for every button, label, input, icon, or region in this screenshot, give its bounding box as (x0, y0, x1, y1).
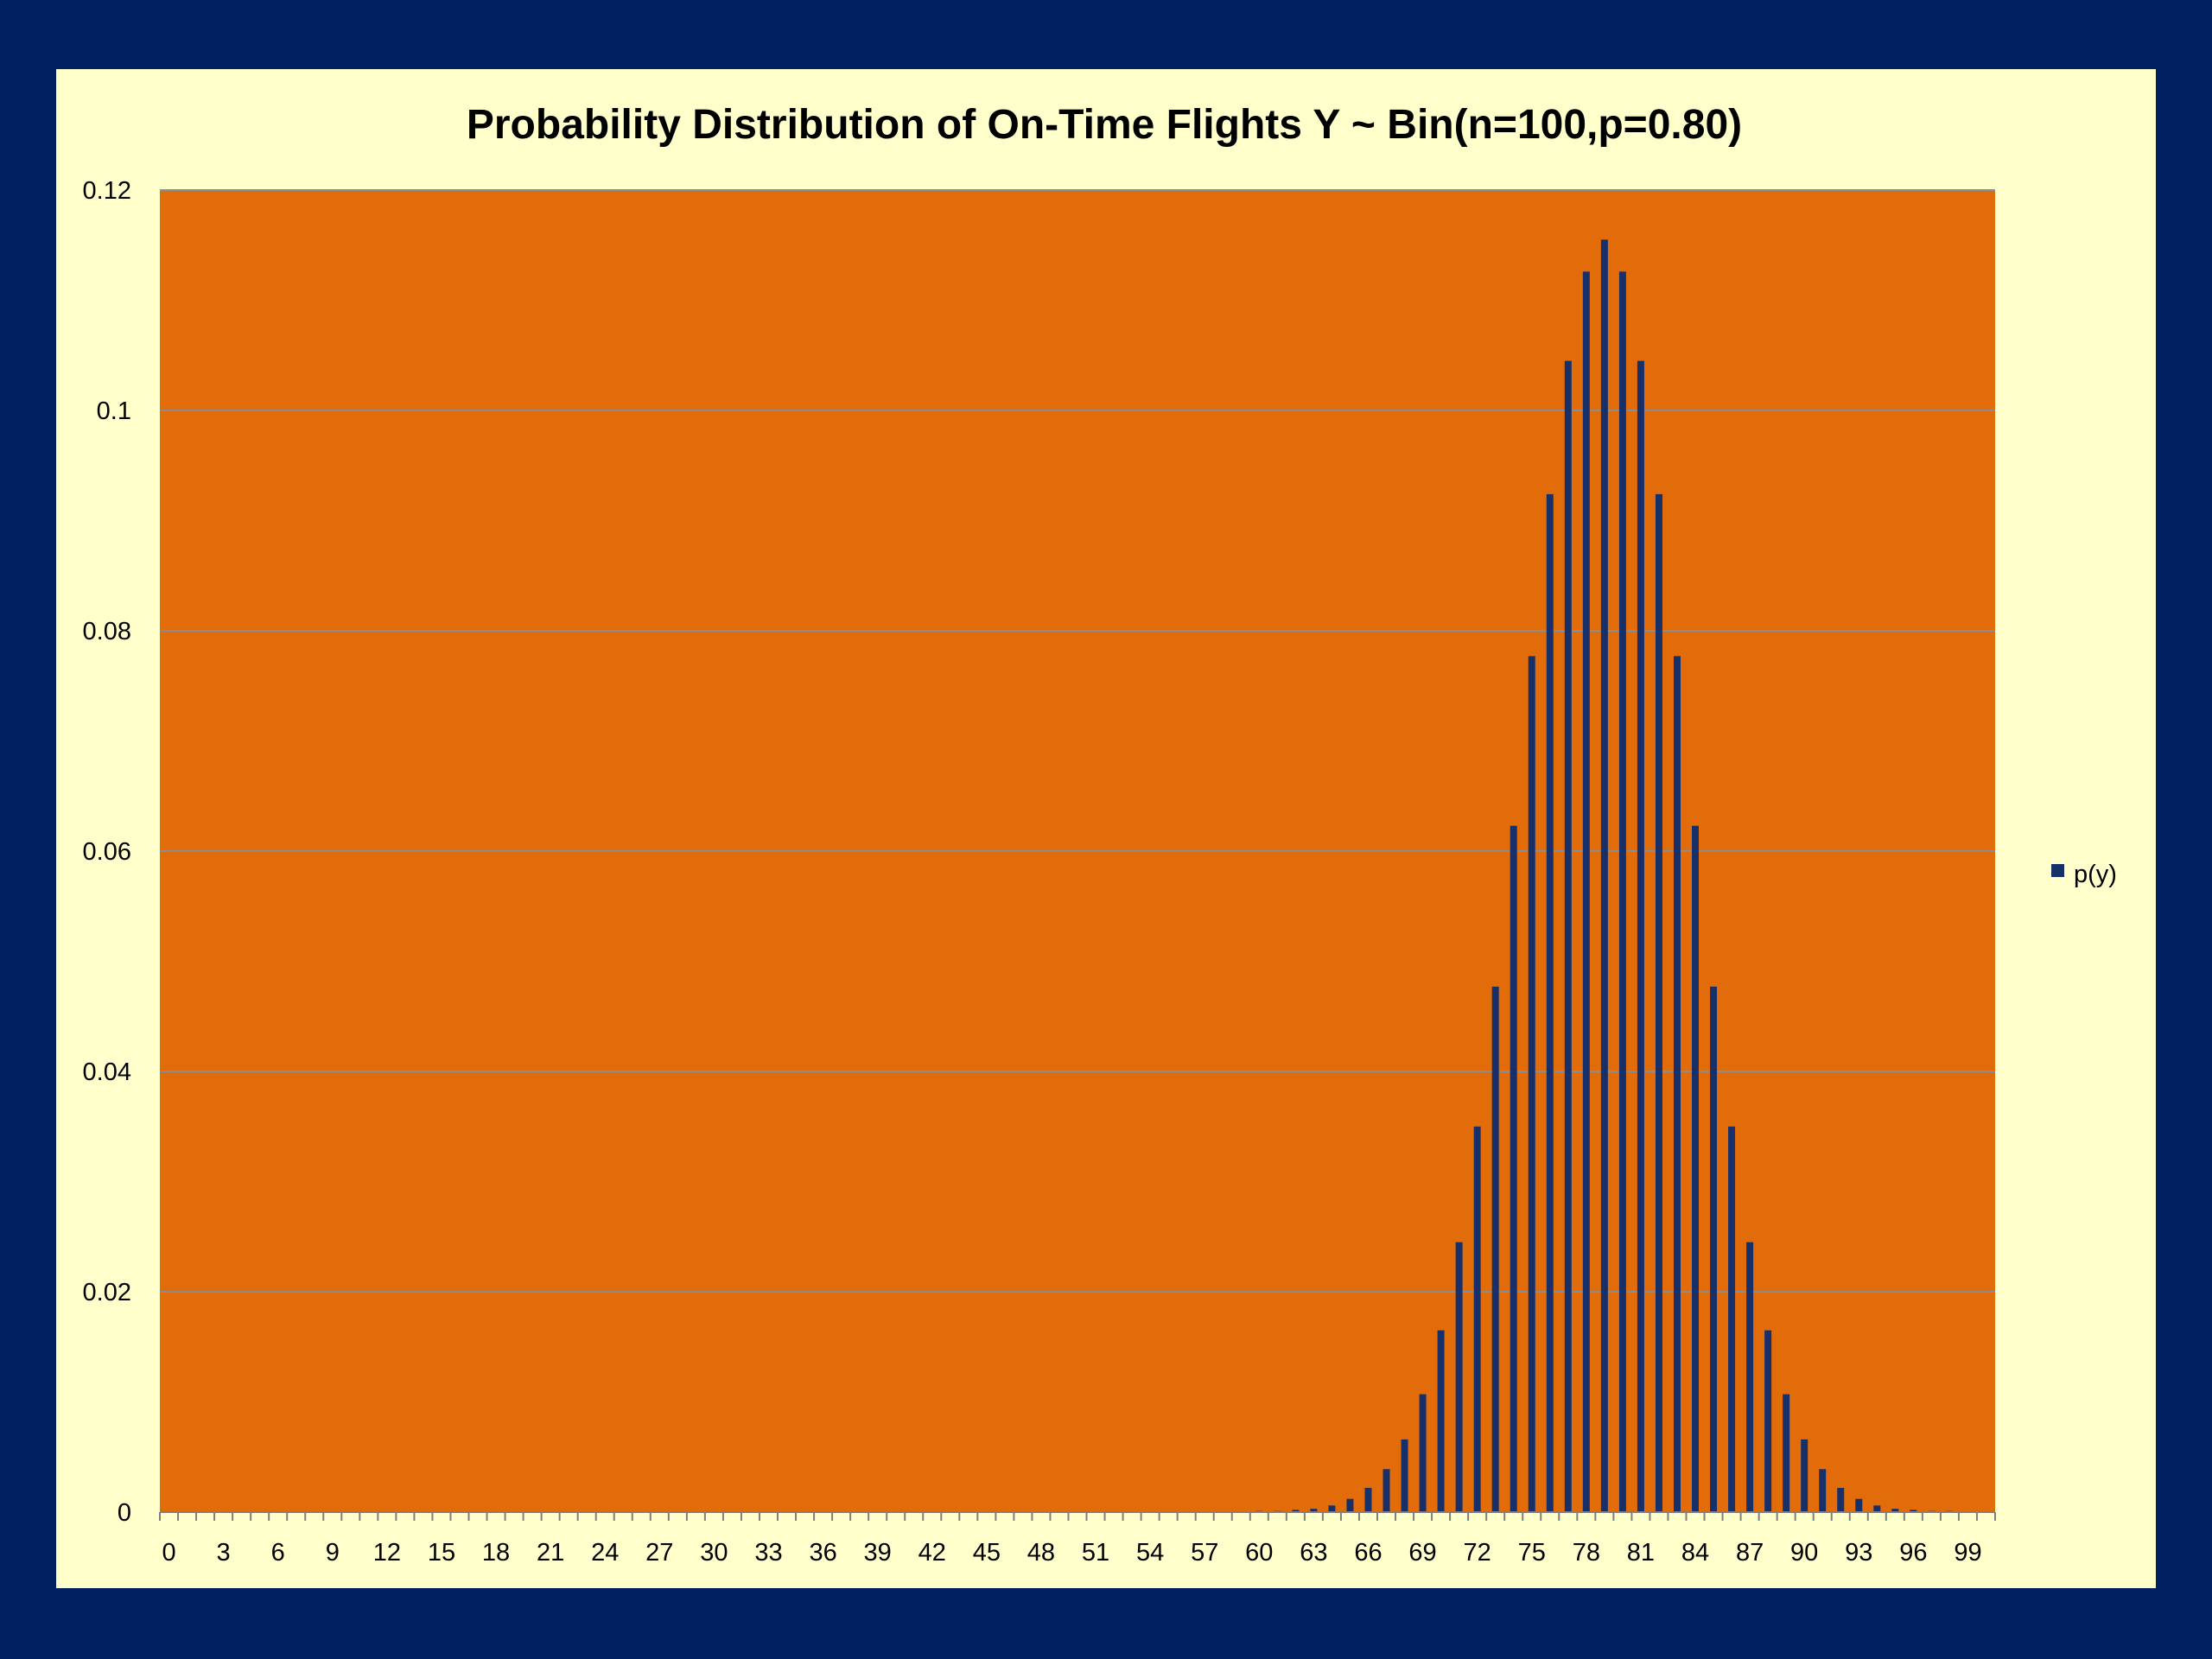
x-tick-label: 69 (1408, 1539, 1436, 1567)
bar (1564, 360, 1572, 1512)
y-tick-label: 0.08 (83, 618, 131, 645)
x-tick-label: 60 (1245, 1539, 1273, 1567)
x-tick-label: 0 (162, 1539, 175, 1567)
y-tick-label: 0.1 (97, 397, 131, 425)
x-tick-label: 66 (1354, 1539, 1382, 1567)
x-tick-label: 87 (1736, 1539, 1764, 1567)
bar (1819, 1469, 1827, 1512)
x-tick-label: 81 (1627, 1539, 1655, 1567)
x-tick-label: 48 (1027, 1539, 1055, 1567)
bar (1491, 986, 1499, 1512)
chart-title: Probability Distribution of On-Time Flig… (467, 102, 1742, 148)
bar (1328, 1505, 1336, 1512)
y-tick-label: 0.12 (83, 177, 131, 205)
bar (1855, 1498, 1863, 1512)
x-tick-label: 39 (864, 1539, 892, 1567)
x-tick-label: 33 (754, 1539, 782, 1567)
y-tick-label: 0 (118, 1499, 131, 1527)
x-tick-label: 21 (537, 1539, 564, 1567)
y-tick-label: 0.06 (83, 838, 131, 866)
bar (1600, 239, 1608, 1512)
bar (1310, 1509, 1318, 1512)
x-tick-label: 99 (1954, 1539, 1981, 1567)
y-tick-label: 0.04 (83, 1058, 131, 1086)
bar (1364, 1487, 1372, 1512)
x-tick-label: 57 (1191, 1539, 1218, 1567)
legend-swatch (2051, 864, 2064, 877)
x-tick-label: 96 (1899, 1539, 1927, 1567)
x-tick-label: 63 (1300, 1539, 1327, 1567)
bar (1655, 493, 1662, 1512)
bar (1728, 1126, 1736, 1512)
x-tick-label: 90 (1790, 1539, 1818, 1567)
bar (1528, 656, 1535, 1512)
bar (1801, 1439, 1808, 1512)
bars (1255, 239, 1954, 1513)
bar (1692, 825, 1700, 1512)
bar (1837, 1487, 1845, 1512)
bar (1873, 1505, 1881, 1512)
bar (1764, 1330, 1772, 1512)
x-tick-label: 6 (271, 1539, 285, 1567)
x-tick-label: 9 (326, 1539, 340, 1567)
bar (1710, 986, 1718, 1512)
bar (1582, 271, 1590, 1513)
x-tick-label: 72 (1464, 1539, 1491, 1567)
x-tick-label: 36 (809, 1539, 836, 1567)
bar (1473, 1126, 1481, 1512)
legend-label: p(y) (2074, 861, 2117, 888)
x-tick-label: 54 (1136, 1539, 1164, 1567)
bar (1510, 825, 1517, 1512)
bar (1382, 1469, 1390, 1512)
x-tick-label: 3 (217, 1539, 231, 1567)
x-tick-label: 18 (482, 1539, 510, 1567)
x-tick-label: 78 (1573, 1539, 1600, 1567)
x-tick-label: 42 (918, 1539, 946, 1567)
x-tick-label: 51 (1082, 1539, 1109, 1567)
x-tick-label: 15 (428, 1539, 455, 1567)
bar (1673, 656, 1681, 1512)
x-tick-label: 27 (645, 1539, 673, 1567)
y-axis: 0 0.02 0.04 0.06 0.08 0.1 0.12 (83, 177, 131, 1527)
bar (1455, 1242, 1463, 1512)
legend: p(y) (2051, 861, 2117, 888)
bar (1783, 1394, 1790, 1512)
x-tick-label: 24 (591, 1539, 619, 1567)
bar (1292, 1510, 1300, 1512)
y-tick-label: 0.02 (83, 1279, 131, 1306)
gridlines (160, 189, 1995, 1293)
bar (1746, 1242, 1754, 1512)
bar (1419, 1394, 1427, 1512)
x-tick-label: 12 (373, 1539, 401, 1567)
x-tick-label: 45 (973, 1539, 1001, 1567)
x-tick-label: 93 (1845, 1539, 1872, 1567)
x-tick-label: 84 (1681, 1539, 1709, 1567)
x-tick-label: 30 (700, 1539, 728, 1567)
x-axis: 0 3 6 9 12 15 18 21 24 27 30 33 36 39 42 45 48 51 54 57 60 63… (159, 1511, 1996, 1567)
bar (1618, 271, 1626, 1513)
bar (1401, 1439, 1408, 1512)
bar (1891, 1509, 1899, 1512)
bar (1546, 493, 1554, 1512)
bar (1437, 1330, 1445, 1512)
bar (1637, 360, 1644, 1512)
bar (1910, 1510, 1917, 1512)
bar (1346, 1498, 1354, 1512)
x-tick-label: 75 (1518, 1539, 1546, 1567)
